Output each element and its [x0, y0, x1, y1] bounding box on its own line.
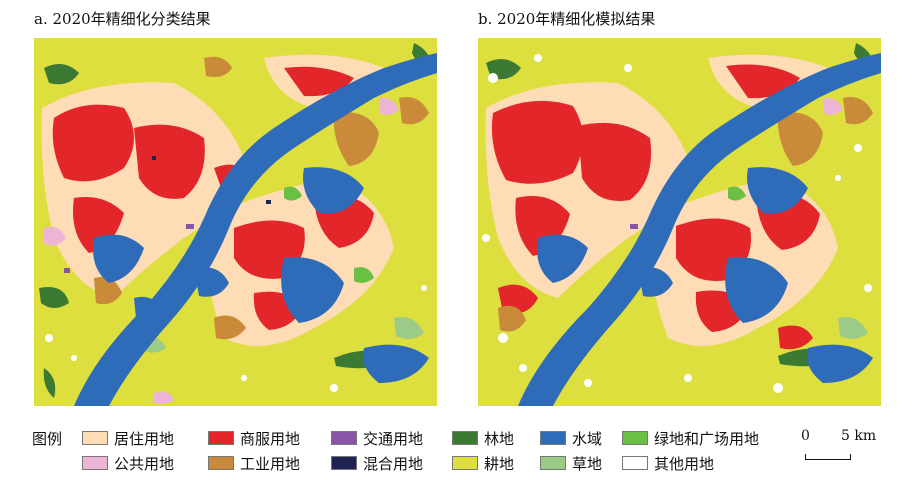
legend-item-mixed: 混合用地 [331, 453, 423, 473]
industrial-areas [498, 97, 873, 332]
legend-label: 交通用地 [363, 429, 424, 448]
legend-item-transport: 交通用地 [331, 428, 423, 448]
legend-swatch [82, 431, 108, 445]
legend-label: 居住用地 [114, 429, 175, 448]
legend-item-residential: 居住用地 [82, 428, 174, 448]
green-space [284, 186, 374, 283]
legend-label: 混合用地 [363, 454, 424, 473]
legend-label: 其他用地 [654, 454, 715, 473]
legend-item-other: 其他用地 [622, 453, 714, 473]
scale-distance-label: 5 km [841, 428, 877, 444]
legend-label: 绿地和广场用地 [654, 429, 760, 448]
transport-land [64, 224, 194, 273]
legend-label: 商服用地 [240, 429, 301, 448]
legend-swatch [622, 456, 648, 470]
legend-title: 图例 [32, 430, 63, 448]
legend-swatch [208, 431, 234, 445]
legend-swatch [331, 431, 357, 445]
panel-a-title: a. 2020年精细化分类结果 [34, 10, 211, 28]
land-use-map-a [34, 38, 437, 406]
legend-label: 林地 [484, 429, 515, 448]
scale-zero-label: 0 [801, 428, 810, 444]
legend-item-commercial: 商服用地 [208, 428, 300, 448]
legend-item-public: 公共用地 [82, 453, 174, 473]
legend-label: 工业用地 [240, 454, 301, 473]
legend-item-forest: 林地 [452, 428, 514, 448]
grassland [838, 317, 868, 339]
legend-item-industrial: 工业用地 [208, 453, 300, 473]
legend-label: 草地 [572, 454, 603, 473]
map-panel-a [34, 38, 437, 406]
industrial-areas [94, 56, 429, 340]
other-land [45, 285, 427, 392]
mixed-land [152, 156, 271, 204]
legend-item-water: 水域 [540, 428, 602, 448]
panel-b-title: b. 2020年精细化模拟结果 [478, 10, 656, 28]
scale-bar: 0 5 km [801, 428, 876, 468]
map-panel-b [478, 38, 881, 406]
legend-swatch [452, 431, 478, 445]
public-areas [44, 97, 399, 404]
legend-item-green-square: 绿地和广场用地 [622, 428, 759, 448]
other-land [482, 54, 872, 393]
land-use-map-b [478, 38, 881, 406]
scale-line [805, 454, 851, 460]
legend-item-grassland: 草地 [540, 453, 602, 473]
legend-swatch [540, 456, 566, 470]
main-river [74, 53, 437, 406]
legend-swatch [82, 456, 108, 470]
transport-land [630, 224, 638, 229]
legend-swatch [331, 456, 357, 470]
legend-swatch [540, 431, 566, 445]
legend-swatch [452, 456, 478, 470]
legend-label: 耕地 [484, 454, 515, 473]
green-space [728, 186, 746, 201]
legend-label: 公共用地 [114, 454, 175, 473]
public-areas [823, 97, 843, 115]
legend-swatch [622, 431, 648, 445]
legend-label: 水域 [572, 429, 603, 448]
main-river [518, 53, 881, 406]
lakes [93, 167, 429, 383]
lakes [537, 167, 873, 383]
legend-swatch [208, 456, 234, 470]
legend-item-farmland: 耕地 [452, 453, 514, 473]
